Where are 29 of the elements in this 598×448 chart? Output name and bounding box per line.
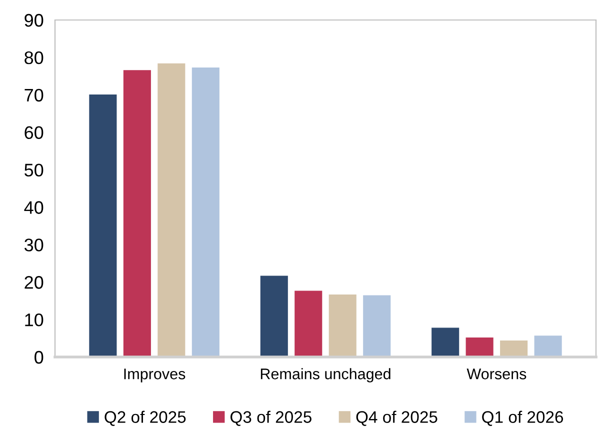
bar (430, 327, 460, 357)
bar (499, 340, 528, 357)
y-tick-label: 70 (24, 88, 44, 102)
bar (260, 275, 289, 357)
x-tick-label: Remains unchaged (260, 368, 390, 382)
y-tick-label: 60 (24, 126, 44, 140)
bar (534, 334, 563, 357)
x-tick-label: Improves (124, 368, 186, 382)
y-tick-label: 20 (24, 276, 44, 289)
y-tick-label: 90 (24, 14, 44, 27)
bar (294, 290, 323, 357)
bar (191, 66, 220, 357)
legend-label: Q2 of 2025 (104, 410, 186, 426)
y-tick-label: 50 (24, 164, 44, 176)
legend-label: Q4 of 2025 (356, 410, 438, 426)
bar (328, 294, 358, 357)
y-tick-label: 0 (34, 350, 44, 364)
bar (88, 94, 118, 357)
bar (465, 336, 494, 357)
y-tick-label: 30 (24, 238, 44, 252)
bar (156, 62, 186, 357)
legend-label: Q3 of 2025 (230, 410, 312, 426)
y-tick-label: 10 (25, 313, 44, 326)
legend-label: Q1 of 2026 (482, 410, 564, 426)
y-tick-label: 80 (24, 51, 44, 64)
bar (362, 294, 392, 357)
x-tick-label: Worsens (466, 368, 526, 380)
bar (122, 69, 152, 357)
y-tick-label: 40 (24, 201, 44, 214)
